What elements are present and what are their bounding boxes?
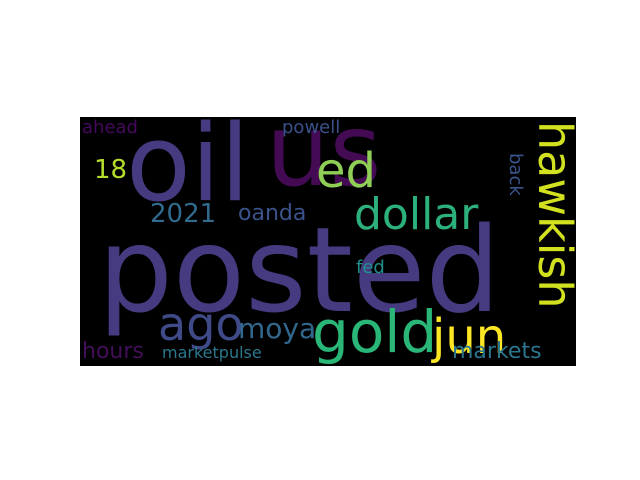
word-us: us — [266, 117, 382, 209]
word-ago: ago — [158, 297, 244, 351]
word-ahead: ahead — [82, 117, 138, 138]
word-18: 18 — [94, 155, 128, 185]
word-powell: powell — [282, 117, 341, 138]
word-oil: oil — [126, 117, 250, 225]
word-dollar: dollar — [354, 189, 479, 240]
word-fed: fed — [356, 257, 385, 278]
word-markets: markets — [452, 339, 542, 364]
word-ed: ed — [316, 143, 376, 199]
word-gold: gold — [312, 298, 438, 366]
word-hours: hours — [82, 339, 144, 364]
word-jun: jun — [432, 309, 507, 365]
word-2021: 2021 — [150, 199, 217, 229]
word-moya: moya — [238, 312, 317, 345]
word-marketpulse: marketpulse — [162, 343, 262, 362]
word-oanda: oanda — [238, 201, 307, 226]
word-hawkish: hawkish — [528, 121, 576, 309]
word-posted: posted — [98, 201, 501, 339]
word-cloud: posted oil us ed hawkish dollar gold jun… — [80, 117, 576, 366]
word-back: back — [505, 153, 526, 196]
